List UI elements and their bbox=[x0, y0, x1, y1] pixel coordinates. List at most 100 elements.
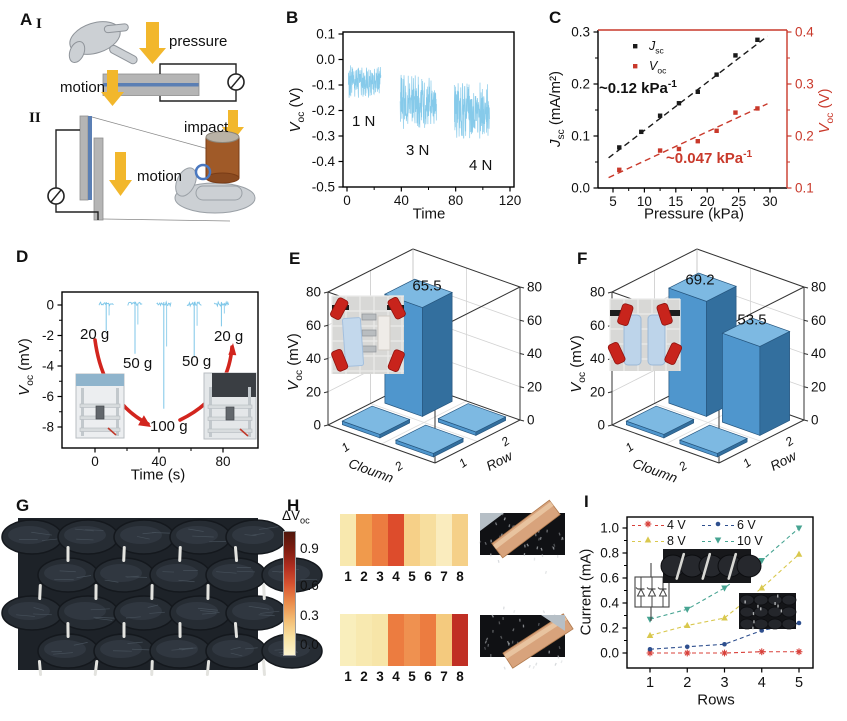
heatmap-cell bbox=[372, 514, 388, 566]
svg-text:20: 20 bbox=[590, 384, 605, 399]
d-weight-label-1: 20 g bbox=[80, 326, 110, 343]
heatmap-cell-label: 7 bbox=[440, 669, 448, 684]
voltmeter-circuit-2 bbox=[47, 129, 99, 220]
d-y-axis-label: Voc (mV) bbox=[16, 338, 36, 396]
svg-text:Cloumn: Cloumn bbox=[631, 456, 680, 486]
zoom-line-top bbox=[91, 116, 213, 151]
motion-label-1: motion bbox=[60, 79, 106, 96]
heatmap-cell-label: 8 bbox=[456, 669, 464, 684]
svg-text:15: 15 bbox=[668, 194, 683, 209]
numeral-ii: II bbox=[29, 110, 41, 126]
heatmap-cell-label: 6 bbox=[424, 569, 432, 584]
svg-text:Row: Row bbox=[484, 448, 516, 474]
svg-text:5: 5 bbox=[795, 675, 803, 691]
svg-text:0: 0 bbox=[91, 454, 99, 469]
svg-text:0: 0 bbox=[811, 413, 819, 428]
b-annotation-1n: 1 N bbox=[352, 113, 376, 130]
svg-text:120: 120 bbox=[499, 193, 522, 208]
svg-text:-0.1: -0.1 bbox=[312, 78, 335, 93]
heatmap-cell-label: 6 bbox=[424, 669, 432, 684]
svg-text:20: 20 bbox=[306, 384, 321, 399]
svg-text:0.0: 0.0 bbox=[571, 181, 590, 196]
svg-text:0.2: 0.2 bbox=[571, 77, 590, 92]
h-colorbar-label: ΔVoc bbox=[282, 508, 310, 526]
heatmap-strip-bottom bbox=[340, 614, 468, 666]
panel-h-photo-bottom bbox=[480, 606, 574, 670]
panel-b-chart: 0 40 80 120 0.1 0.0 -0.1 -0.2 -0.3 -0.4 -0.5 bbox=[312, 27, 522, 209]
heatmap-cell-label: 4 bbox=[392, 569, 400, 584]
heatmap-cell bbox=[388, 514, 404, 566]
i-x-axis-label: Rows bbox=[697, 691, 735, 709]
svg-text:-0.4: -0.4 bbox=[312, 154, 336, 169]
i-legend-item-10v: 10 V bbox=[701, 533, 777, 549]
panel-f-inset-photo bbox=[607, 298, 683, 371]
colorbar-tick-03: 0.3 bbox=[300, 608, 319, 623]
svg-text:-8: -8 bbox=[42, 420, 54, 435]
motion-arrow-1-icon bbox=[101, 70, 124, 106]
panel-d-inset-photo-left bbox=[75, 373, 125, 439]
svg-text:20: 20 bbox=[700, 194, 715, 209]
heatmap-cell bbox=[420, 614, 436, 666]
c-left-y-axis-label: Jsc (mA/m²) bbox=[547, 70, 567, 148]
panel-letter-e: E bbox=[289, 249, 301, 268]
svg-text:4: 4 bbox=[758, 675, 766, 691]
d-x-axis-label: Time (s) bbox=[130, 466, 186, 484]
i-legend: 4 V 6 V 8 V 10 V bbox=[631, 517, 777, 549]
svg-text:2: 2 bbox=[498, 434, 513, 450]
svg-text:5: 5 bbox=[609, 194, 617, 209]
voltmeter-circuit-1 bbox=[159, 63, 245, 102]
svg-text:60: 60 bbox=[306, 318, 321, 333]
svg-text:0.3: 0.3 bbox=[795, 77, 814, 92]
svg-text:1: 1 bbox=[339, 440, 353, 455]
svg-text:60: 60 bbox=[811, 313, 826, 328]
i-legend-item-4v: 4 V bbox=[631, 517, 701, 533]
svg-text:0.1: 0.1 bbox=[316, 27, 335, 42]
panel-letter-c: C bbox=[549, 8, 562, 27]
svg-text:0: 0 bbox=[597, 418, 605, 433]
circle-marker-icon bbox=[712, 517, 724, 533]
panel-e-inset-photo bbox=[330, 295, 406, 374]
svg-text:-4: -4 bbox=[42, 359, 54, 374]
heatmap-cell-label: 8 bbox=[456, 569, 464, 584]
svg-text:0.1: 0.1 bbox=[571, 129, 590, 144]
c-legend-jsc: Jsc bbox=[649, 39, 664, 56]
svg-text:1: 1 bbox=[740, 455, 754, 470]
heatmap-cell bbox=[436, 614, 452, 666]
panel-d-inset-photo-right bbox=[203, 372, 257, 440]
heatmap-cell bbox=[388, 614, 404, 666]
heatmap-cell bbox=[356, 514, 372, 566]
svg-text:40: 40 bbox=[151, 454, 166, 469]
svg-text:25: 25 bbox=[731, 194, 746, 209]
heatmap-cell bbox=[340, 614, 356, 666]
svg-text:0.4: 0.4 bbox=[600, 596, 619, 611]
impact-label: impact bbox=[184, 119, 229, 136]
panel-i-photo-braid bbox=[660, 549, 762, 583]
svg-text:Row: Row bbox=[768, 448, 800, 474]
svg-text:1: 1 bbox=[456, 455, 470, 470]
e-z-axis-label: Voc (mV) bbox=[285, 333, 305, 391]
svg-text:-0.5: -0.5 bbox=[312, 180, 335, 195]
heatmap-cell bbox=[404, 514, 420, 566]
svg-text:80: 80 bbox=[215, 454, 230, 469]
svg-text:20: 20 bbox=[527, 379, 542, 394]
svg-text:0.8: 0.8 bbox=[600, 546, 619, 561]
panel-letter-a: A bbox=[20, 10, 33, 29]
svg-text:-2: -2 bbox=[42, 328, 54, 343]
d-weight-label-3: 100 g bbox=[150, 418, 188, 435]
d-weight-label-5: 20 g bbox=[214, 328, 244, 345]
svg-text:60: 60 bbox=[590, 318, 605, 333]
c-x-axis-label: Pressure (kPa) bbox=[643, 205, 745, 223]
svg-text:0.0: 0.0 bbox=[600, 646, 619, 661]
svg-text:80: 80 bbox=[448, 193, 463, 208]
f-bar-value-label-2: 53.5 bbox=[737, 311, 767, 329]
c-slope-jsc: ~0.12 kPa-1 bbox=[599, 79, 677, 97]
svg-text:-0.2: -0.2 bbox=[312, 103, 335, 118]
wire-loop-icon bbox=[194, 163, 212, 181]
heatmap-cell-label: 3 bbox=[376, 569, 384, 584]
prosthetic-hand-icon bbox=[174, 167, 256, 214]
svg-text:1: 1 bbox=[623, 440, 637, 455]
robot-hand-icon bbox=[68, 21, 138, 65]
heatmap-cell-label: 7 bbox=[440, 569, 448, 584]
